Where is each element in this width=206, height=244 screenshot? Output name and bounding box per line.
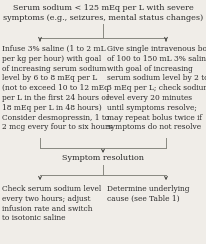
Text: Infuse 3% saline (1 to 2 mL
per kg per hour) with goal
of increasing serum sodiu: Infuse 3% saline (1 to 2 mL per kg per h… [2, 45, 112, 132]
Text: Determine underlying
cause (see Table 1): Determine underlying cause (see Table 1) [107, 185, 190, 203]
Text: Symptom resolution: Symptom resolution [62, 154, 144, 162]
Text: Serum sodium < 125 mEq per L with severe
symptoms (e.g., seizures, mental status: Serum sodium < 125 mEq per L with severe… [3, 4, 203, 22]
Text: Check serum sodium level
every two hours; adjust
infusion rate and switch
to iso: Check serum sodium level every two hours… [2, 185, 101, 222]
Text: Give single intravenous bolus
of 100 to 150 mL 3% saline
with goal of increasing: Give single intravenous bolus of 100 to … [107, 45, 206, 132]
